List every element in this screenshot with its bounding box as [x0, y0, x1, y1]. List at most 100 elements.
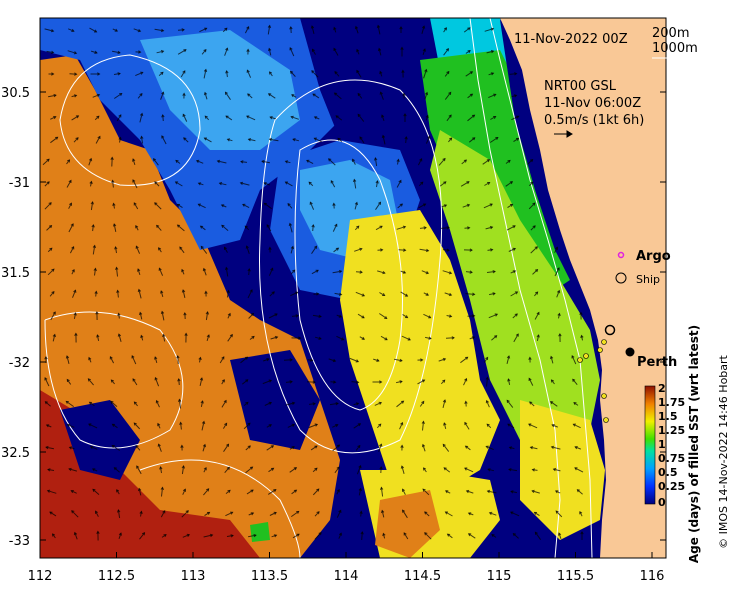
current-vector: [353, 423, 361, 429]
current-vector-head: [558, 333, 562, 337]
current-vector: [512, 313, 518, 319]
current-vector-head: [352, 158, 355, 162]
current-vector-head: [138, 311, 143, 316]
current-vector-head: [314, 423, 319, 427]
current-vector-head: [528, 423, 532, 427]
current-vector-head: [309, 201, 313, 205]
current-vector: [138, 488, 142, 496]
current-vector: [351, 381, 359, 383]
current-vector: [418, 203, 426, 209]
current-vector: [336, 335, 344, 341]
current-vector: [227, 334, 233, 342]
current-vector: [421, 26, 425, 34]
current-vector-head: [73, 312, 77, 316]
current-vector: [555, 510, 563, 518]
current-vector-head: [205, 311, 210, 315]
current-vector-head: [88, 423, 92, 427]
current-vector: [353, 179, 357, 189]
current-vector: [462, 204, 470, 208]
current-vector: [248, 313, 254, 319]
current-vector-head: [381, 134, 386, 139]
current-vector: [445, 511, 453, 517]
x-tick-label: 115: [487, 569, 512, 584]
current-vector-head: [49, 511, 53, 515]
current-vector: [160, 466, 162, 474]
current-vector-head: [162, 510, 166, 514]
current-vector: [245, 445, 251, 451]
current-vector-head: [44, 356, 48, 360]
current-vector-head: [379, 91, 383, 95]
current-vector-head: [375, 180, 379, 184]
current-vector-head: [448, 314, 453, 318]
current-vector-head: [293, 489, 298, 493]
region-lime-east: [430, 130, 600, 470]
current-vector-head: [357, 92, 361, 97]
current-vector-head: [425, 114, 429, 119]
current-vector-head: [338, 532, 342, 536]
current-vector: [177, 49, 187, 55]
current-vector: [50, 116, 56, 120]
current-vector-head: [176, 224, 181, 228]
current-vector-head: [490, 27, 495, 31]
current-vector: [133, 202, 139, 210]
current-vector: [482, 159, 490, 165]
current-vector: [314, 532, 322, 540]
current-vector: [156, 50, 164, 54]
current-vector: [376, 180, 378, 188]
current-vector-head: [471, 292, 476, 296]
current-vector: [466, 490, 474, 494]
current-vector: [44, 202, 52, 210]
current-vector-head: [135, 444, 139, 449]
current-vector: [314, 137, 322, 143]
current-vector-head: [355, 402, 360, 406]
current-vector: [328, 158, 336, 166]
current-vector: [375, 225, 383, 231]
current-vector: [377, 25, 381, 35]
current-vector-head: [420, 358, 424, 362]
current-vector-head: [117, 333, 122, 337]
current-vector: [486, 50, 494, 54]
current-vector: [444, 292, 452, 296]
current-vector: [312, 314, 322, 318]
current-vector-head: [506, 355, 511, 359]
current-vector-head: [467, 27, 471, 31]
current-vector-head: [571, 355, 575, 359]
current-vector-head: [87, 378, 91, 382]
current-vector: [489, 137, 499, 143]
current-vector-head: [400, 46, 404, 50]
current-vector: [289, 467, 297, 473]
current-vector-head: [492, 270, 496, 274]
current-vector-head: [399, 358, 403, 363]
current-vector: [483, 203, 493, 209]
current-vector-head: [420, 181, 424, 185]
current-vector-head: [356, 380, 360, 384]
current-vector: [311, 246, 317, 254]
region-yellow-central: [340, 210, 500, 500]
current-vector: [224, 466, 230, 474]
current-vector: [92, 245, 96, 255]
current-vector-head: [245, 401, 249, 405]
current-vector: [266, 445, 274, 451]
current-vector: [198, 203, 206, 209]
current-vector-head: [508, 468, 512, 472]
colorbar-tick: 2: [658, 382, 666, 395]
current-vector-head: [112, 223, 117, 227]
current-vector-head: [443, 181, 447, 185]
current-vector-head: [442, 443, 446, 447]
current-vector: [290, 71, 296, 77]
current-vector: [507, 423, 515, 429]
current-vector: [506, 225, 516, 231]
current-vector: [424, 336, 432, 340]
current-vector: [200, 400, 204, 408]
current-vector-head: [402, 509, 406, 513]
current-vector: [158, 444, 162, 452]
current-vector: [505, 181, 513, 187]
current-vector: [309, 202, 315, 210]
current-vector: [443, 467, 451, 473]
current-vector-head: [162, 333, 166, 338]
current-vector-head: [442, 379, 446, 383]
current-vector: [68, 28, 74, 32]
current-vector-head: [554, 246, 558, 250]
current-vector: [225, 92, 231, 100]
current-vector-head: [132, 158, 136, 162]
